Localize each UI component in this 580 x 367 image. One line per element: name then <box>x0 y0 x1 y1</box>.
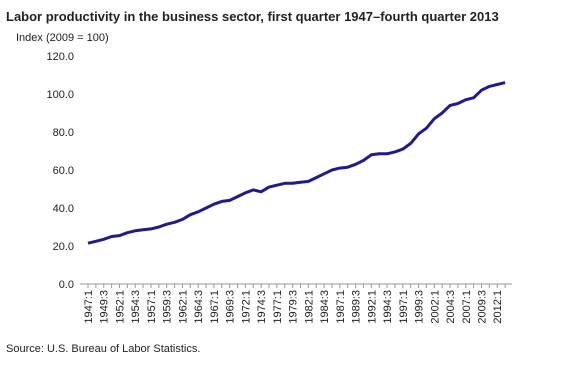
x-tick-label: 1984:3 <box>319 290 331 324</box>
x-tick-label: 2007:1 <box>461 290 473 324</box>
x-tick-label: 1967:1 <box>209 290 221 324</box>
x-tick-label: 1974:3 <box>256 290 268 324</box>
x-tick-label: 2012:1 <box>492 290 504 324</box>
y-tick-label: 120.0 <box>46 51 74 63</box>
x-tick-label: 1977:1 <box>272 290 284 324</box>
x-tick-label: 1964:3 <box>193 290 205 324</box>
chart-title: Labor productivity in the business secto… <box>6 9 499 24</box>
y-tick-label: 20.0 <box>53 241 74 253</box>
y-tick-label: 0.0 <box>59 279 74 291</box>
y-tick-label: 80.0 <box>53 127 74 139</box>
x-tick-label: 2004:3 <box>445 290 457 324</box>
x-tick-label: 1959:3 <box>162 290 174 324</box>
x-tick-label: 1982:1 <box>303 290 315 324</box>
x-tick-label: 1987:1 <box>335 290 347 324</box>
data-line <box>87 81 506 245</box>
x-tick-label: 1989:3 <box>351 290 363 324</box>
y-axis-label: Index (2009 = 100) <box>16 32 109 44</box>
x-tick-label: 1957:1 <box>146 290 158 324</box>
x-tick-label: 1997:1 <box>398 290 410 324</box>
source-note: Source: U.S. Bureau of Labor Statistics. <box>6 343 200 355</box>
x-tick-label: 1969:3 <box>225 290 237 324</box>
x-tick-label: 1994:3 <box>382 290 394 324</box>
x-tick-label: 1962:1 <box>177 290 189 324</box>
x-tick-label: 1972:1 <box>240 290 252 324</box>
y-tick-label: 60.0 <box>53 165 74 177</box>
x-tick-label: 1947:1 <box>83 290 95 324</box>
x-tick-label: 1954:3 <box>130 290 142 324</box>
x-tick-label: 2002:1 <box>429 290 441 324</box>
y-tick-label: 100.0 <box>46 89 74 101</box>
x-tick-label: 1952:1 <box>114 290 126 324</box>
y-tick-label: 40.0 <box>53 203 74 215</box>
x-tick-label: 1949:3 <box>99 290 111 324</box>
x-tick-label: 1992:1 <box>366 290 378 324</box>
x-tick-label: 1979:3 <box>288 290 300 324</box>
x-tick-label: 1999:3 <box>414 290 426 324</box>
x-tick-label: 2009:3 <box>477 290 489 324</box>
